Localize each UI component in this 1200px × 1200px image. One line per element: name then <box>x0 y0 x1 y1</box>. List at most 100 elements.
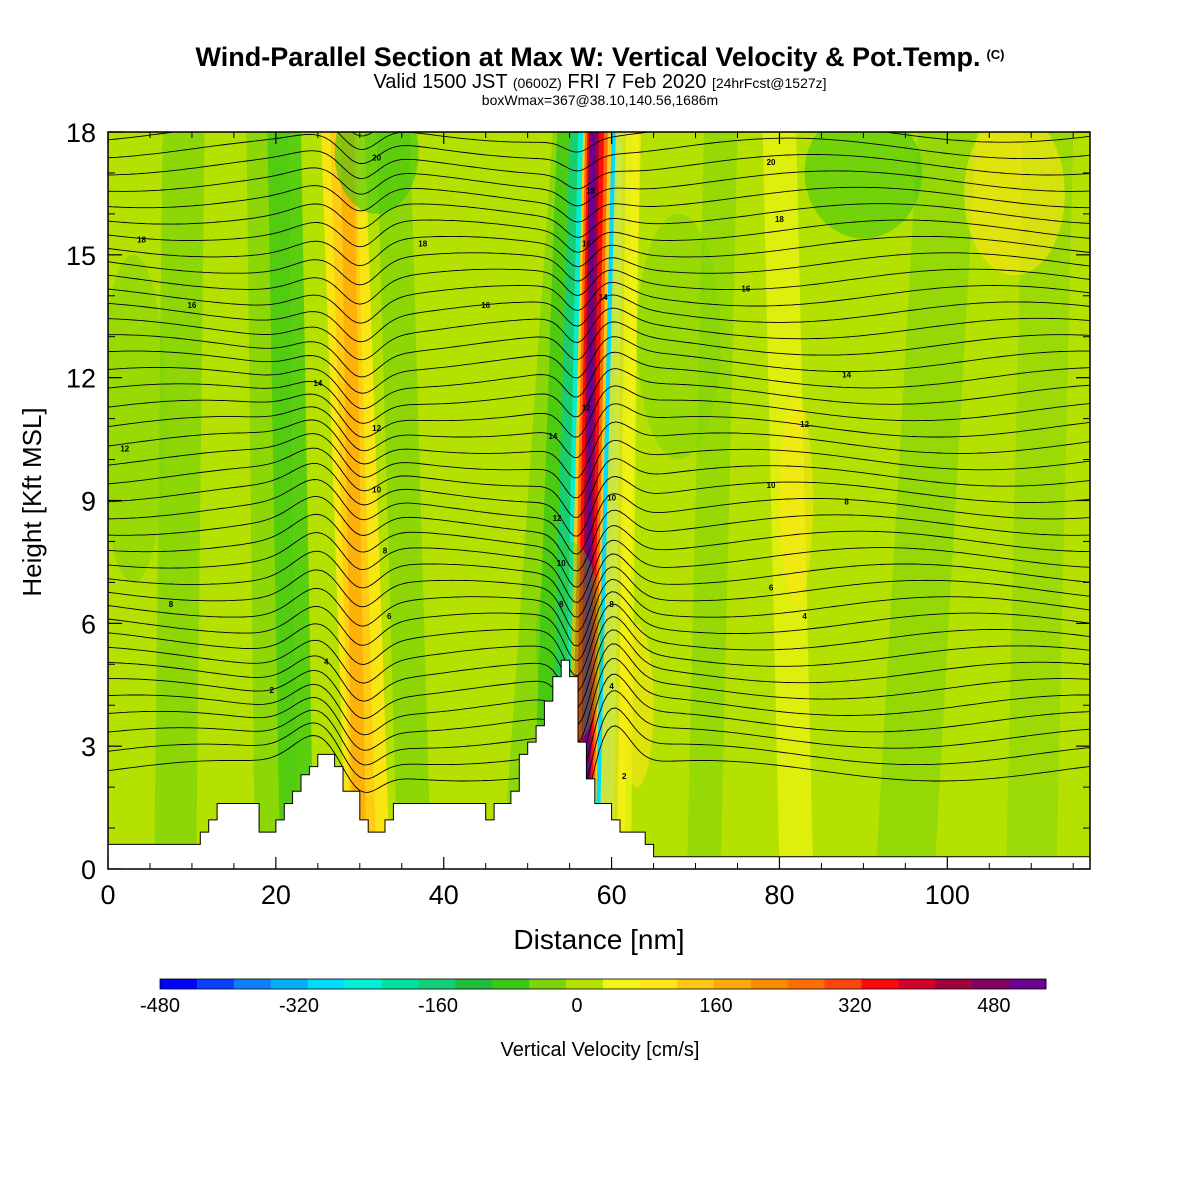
isotherm-line <box>108 496 1090 572</box>
colorbar-swatch <box>381 979 419 989</box>
contour-label: 6 <box>387 612 392 621</box>
colorbar-swatch <box>750 979 789 989</box>
x-tick-label: 100 <box>925 880 970 910</box>
isotherm-line <box>108 268 1090 305</box>
terrain <box>108 659 1090 869</box>
contour-label: 8 <box>383 547 388 556</box>
isotherm-line <box>108 707 1090 803</box>
contour-label: 16 <box>582 240 591 249</box>
contour-label: 18 <box>775 215 784 224</box>
contour-label: 8 <box>844 498 849 507</box>
isotherm-line <box>108 690 1090 783</box>
isotherm-line <box>108 643 1090 726</box>
contour-label: 18 <box>137 236 146 245</box>
colorbar-swatch <box>233 979 272 989</box>
valid-utc: (0600Z) <box>512 75 562 91</box>
isotherm-line <box>108 550 1090 618</box>
colorbar-swatch <box>972 979 1010 989</box>
colorbar-swatch <box>160 979 198 989</box>
velocity-band <box>267 132 314 869</box>
colorbar-tick-label: -320 <box>279 995 319 1017</box>
colorbar-swatch <box>676 979 715 989</box>
contour-label: 4 <box>609 682 614 691</box>
x-tick-label: 0 <box>100 880 115 910</box>
velocity-blob <box>964 132 1065 276</box>
colorbar-label: Vertical Velocity [cm/s] <box>501 1039 700 1061</box>
isotherm-line <box>108 351 1090 410</box>
contour-label: 2 <box>622 772 627 781</box>
x-tick-label: 40 <box>429 880 459 910</box>
y-tick-label: 3 <box>81 732 96 762</box>
y-tick-label: 18 <box>66 118 96 148</box>
colorbar-swatch <box>861 979 899 989</box>
chart-title: Wind-Parallel Section at Max W: Vertical… <box>195 42 981 72</box>
y-tick-label: 15 <box>66 241 96 271</box>
isotherm-line <box>108 462 1090 537</box>
colorbar-swatch <box>455 979 493 989</box>
colorbar-tick-label: -480 <box>140 995 180 1017</box>
contour-label: 10 <box>557 559 566 568</box>
contour-label: 14 <box>313 379 322 388</box>
isotherm-line <box>108 336 1090 394</box>
contour-label: 4 <box>802 612 807 621</box>
plot-area <box>108 89 1090 869</box>
contour-label: 12 <box>800 420 809 429</box>
isotherm-line <box>108 132 1090 153</box>
colorbar-tick-label: 0 <box>571 995 582 1017</box>
x-tick-label: 80 <box>764 880 794 910</box>
isotherm-line <box>108 368 1090 424</box>
colorbar-swatch <box>787 979 825 989</box>
colorbar-tick-label: 160 <box>699 995 732 1017</box>
isotherm-line <box>108 252 1090 286</box>
contour-label: 20 <box>372 154 381 163</box>
colorbar-frame <box>159 978 1047 990</box>
y-tick-label: 6 <box>81 609 96 639</box>
colorbar-swatch <box>713 979 752 989</box>
contour-label: 14 <box>548 432 557 441</box>
colorbar-tick-label: 320 <box>838 995 871 1017</box>
isotherm-line <box>108 532 1090 603</box>
isotherm-line <box>108 219 1090 253</box>
valid-date: FRI 7 Feb 2020 <box>567 71 707 93</box>
title-block: Wind-Parallel Section at Max W: Vertical… <box>0 40 1200 107</box>
velocity-blob <box>334 132 419 214</box>
isotherm-line <box>351 132 582 137</box>
y-tick-label: 0 <box>81 855 96 885</box>
colorbar-swatch <box>344 979 382 989</box>
contour-label: 16 <box>187 301 196 310</box>
isotherm-line <box>108 513 1090 588</box>
isotherm-line <box>108 658 1090 744</box>
y-axis-label: Height [Kft MSL] <box>17 407 47 596</box>
isotherm-line <box>108 321 1090 378</box>
contour-label: 16 <box>481 301 490 310</box>
contour-label: 4 <box>324 657 329 666</box>
isotherm-line <box>108 629 1090 708</box>
velocity-band <box>154 132 205 869</box>
isotherm-line <box>108 419 1090 479</box>
velocity-blob <box>636 213 721 460</box>
theta-contours <box>108 89 1090 824</box>
isotherm-line <box>108 616 1090 692</box>
isotherm-line <box>108 479 1090 555</box>
forecast-info: [24hrFcst@1527z] <box>711 75 827 91</box>
colorbar-swatch <box>639 979 678 989</box>
valid-time: Valid 1500 JST <box>373 71 508 93</box>
isotherm-line <box>108 578 1090 647</box>
isotherm-line <box>108 167 1090 207</box>
isotherm-line <box>108 725 1090 824</box>
contour-label: 8 <box>609 600 614 609</box>
contour-label: 10 <box>607 494 616 503</box>
y-tick-label: 12 <box>66 364 96 394</box>
contour-label: 6 <box>769 584 774 593</box>
colorbar-swatch <box>307 979 346 989</box>
colorbar-tick-label: -160 <box>418 995 458 1017</box>
contour-label: 16 <box>741 285 750 294</box>
colorbar-swatch <box>935 979 973 989</box>
isotherm-line <box>108 89 1090 123</box>
isotherm-line <box>108 235 1090 268</box>
contour-label: 18 <box>586 186 595 195</box>
isotherm-line <box>108 203 1090 238</box>
colorbar-swatch <box>603 979 641 989</box>
isotherm-line <box>108 603 1090 676</box>
